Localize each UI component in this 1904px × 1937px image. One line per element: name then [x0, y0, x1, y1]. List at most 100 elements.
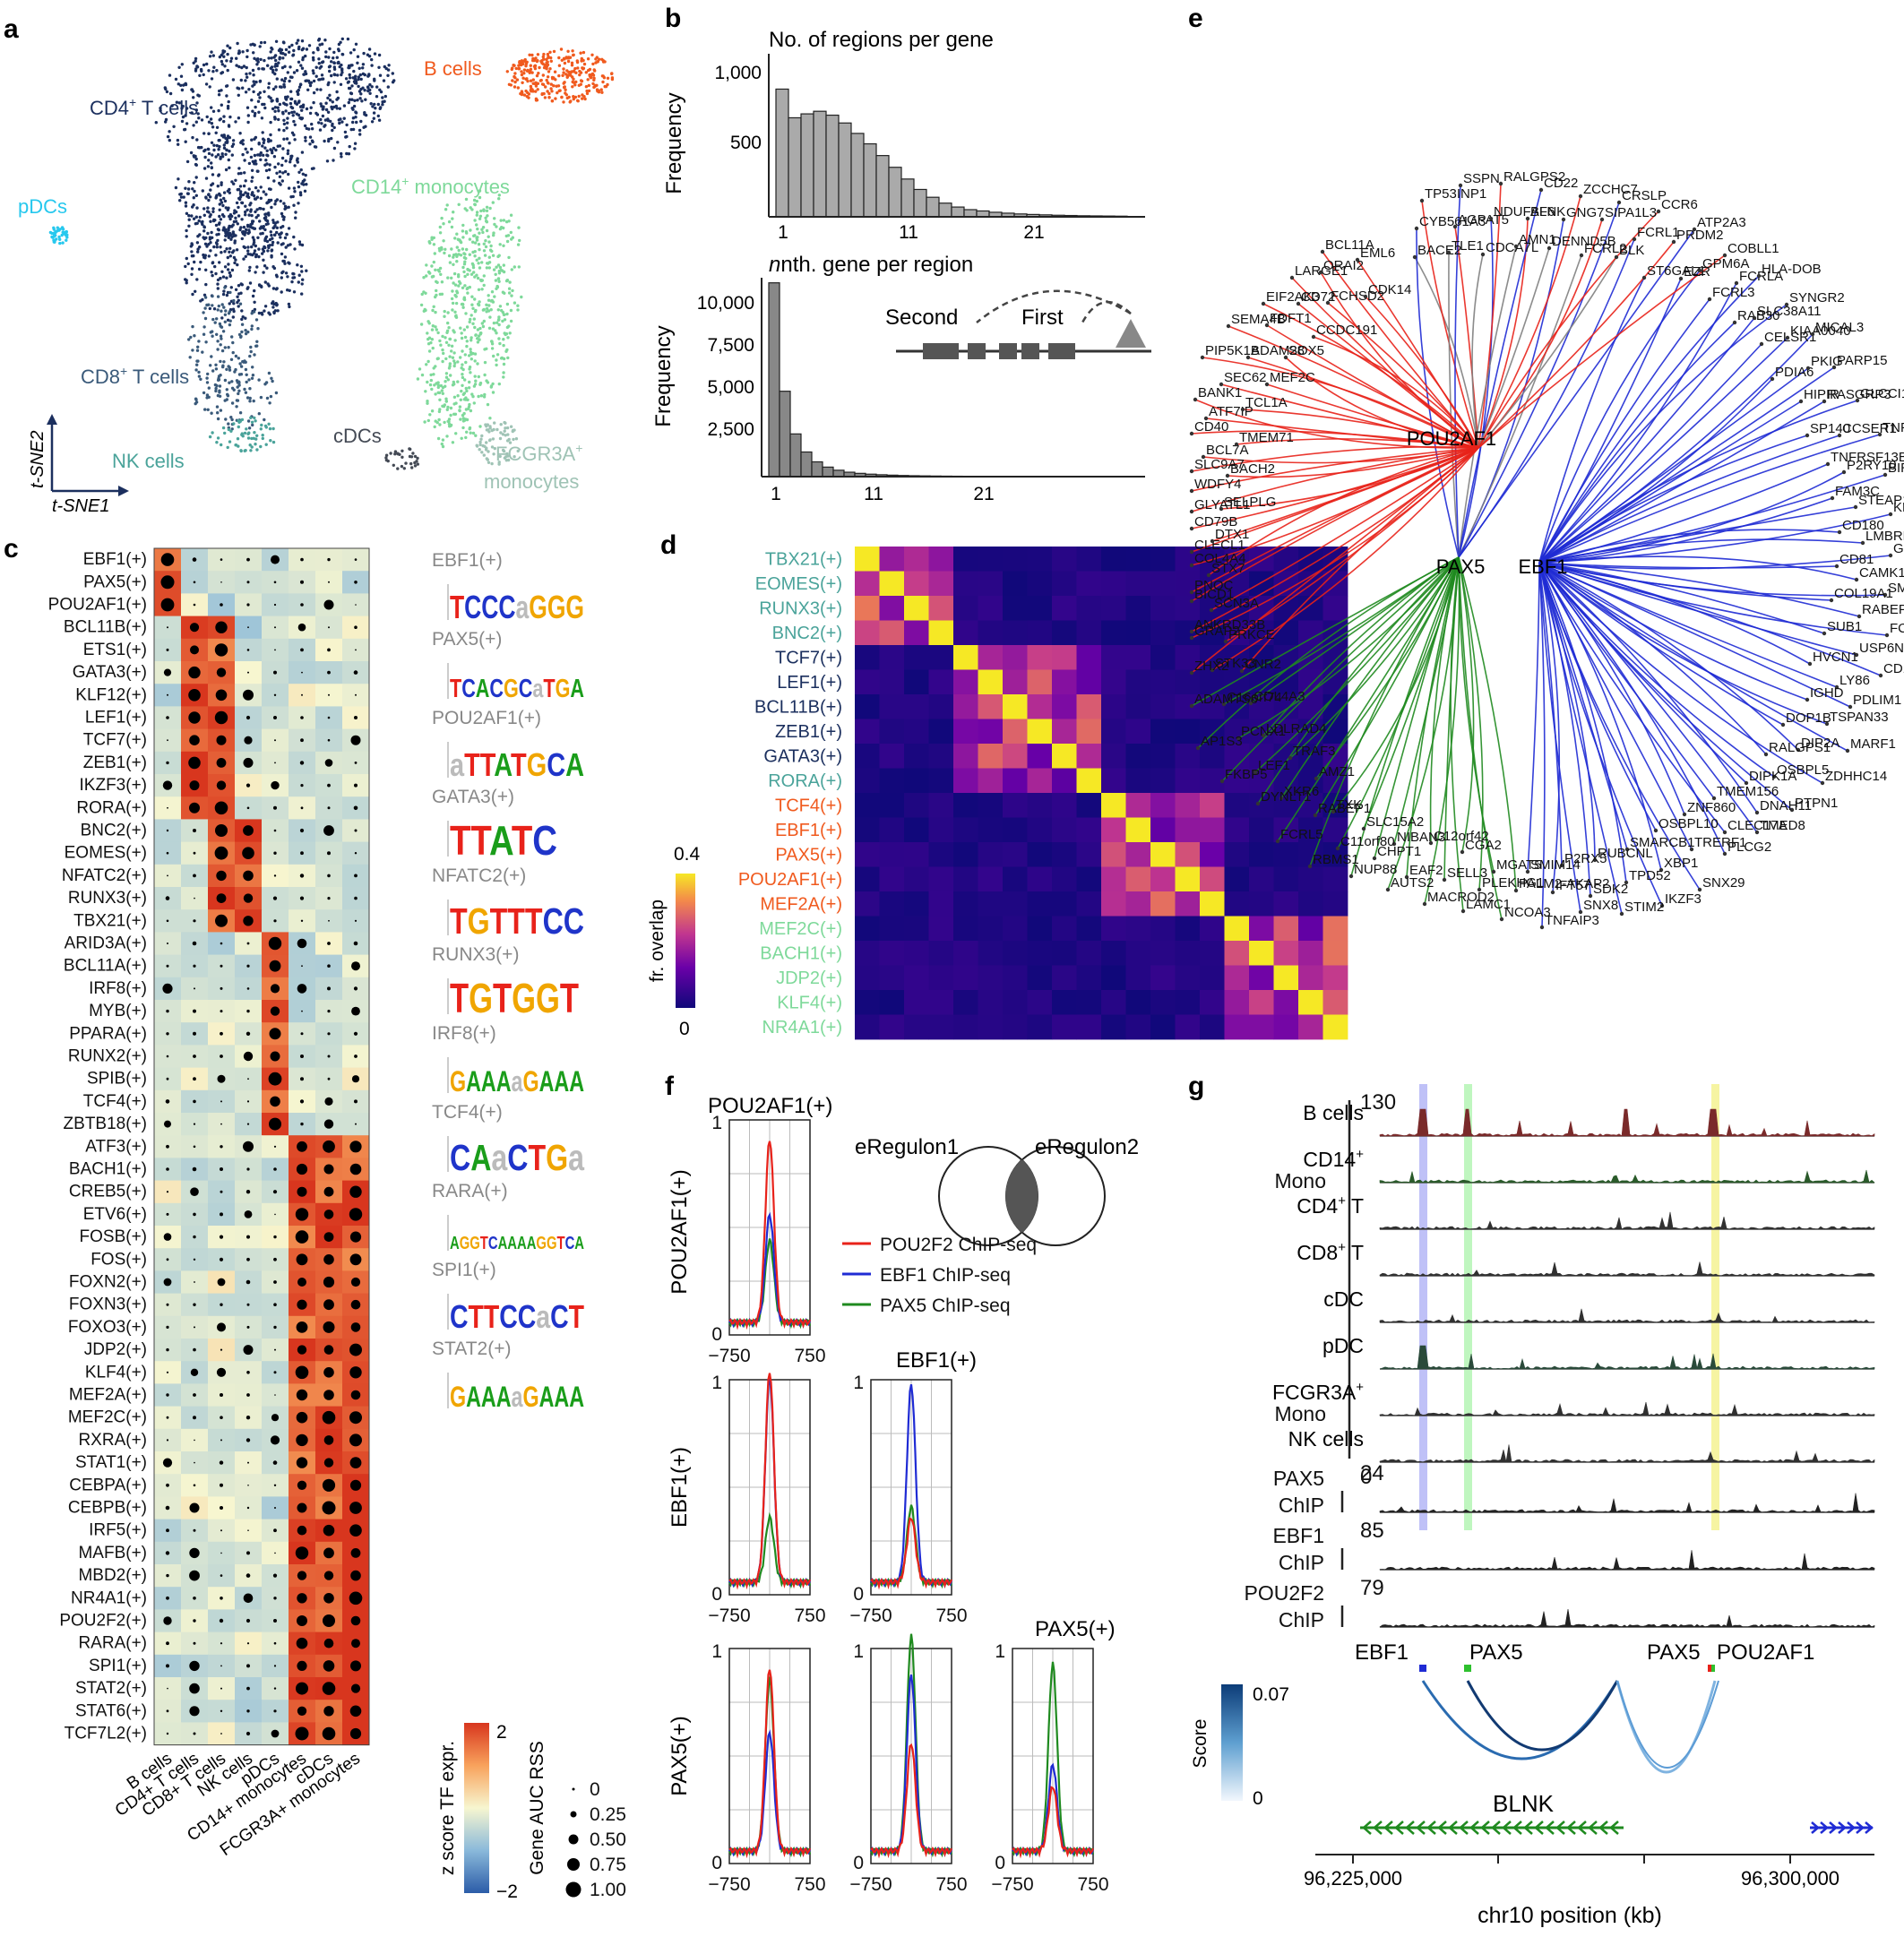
tsne-cell-dot — [430, 264, 433, 267]
overlap-cell — [1298, 596, 1323, 621]
tf-rss-dot — [274, 1553, 276, 1554]
tf-row-label: RUNX3(+) — [68, 889, 147, 908]
tsne-cell-dot — [499, 305, 502, 307]
tsne-cell-dot — [417, 377, 419, 380]
overlap-cell — [880, 818, 905, 843]
tsne-cell-dot — [297, 47, 300, 50]
overlap-cell — [1176, 1015, 1201, 1040]
tsne-cell-dot — [469, 254, 471, 256]
tsne-cell-dot — [200, 68, 202, 71]
tsne-cell-dot — [255, 448, 258, 451]
overlap-cell — [1298, 941, 1323, 966]
network-node — [1190, 564, 1193, 567]
tf-rss-dot — [323, 1367, 334, 1378]
tsne-cell-dot — [338, 122, 340, 125]
tsne-cell-dot — [274, 59, 277, 62]
network-node — [1770, 377, 1774, 381]
tsne-cell-dot — [534, 65, 537, 67]
tf-rss-dot — [273, 1326, 276, 1329]
tsne-cell-dot — [456, 360, 459, 363]
tsne-cell-dot — [284, 109, 287, 112]
track-label-main: NK cells — [1288, 1427, 1364, 1451]
tsne-cell-dot — [235, 211, 237, 213]
tf-rss-dot — [220, 1100, 222, 1102]
network-edge — [1539, 401, 1824, 563]
tsne-cell-dot — [541, 92, 544, 95]
tsne-cell-dot — [292, 236, 295, 238]
tsne-cell-dot — [590, 76, 592, 79]
tsne-cell-dot — [180, 75, 183, 78]
tsne-cell-dot — [502, 245, 504, 247]
tsne-cell-dot — [478, 218, 481, 220]
tsne-cell-dot — [465, 387, 468, 390]
tf-rss-dot — [355, 1123, 357, 1125]
tsne-cell-dot — [209, 307, 211, 310]
overlap-cell — [1249, 867, 1274, 892]
tsne-cell-dot — [223, 286, 226, 288]
motif-letter: a — [516, 589, 530, 625]
tsne-cell-dot — [448, 355, 451, 357]
overlap-cell — [1077, 645, 1102, 670]
network-node — [1262, 302, 1265, 306]
tsne-cell-dot — [465, 390, 468, 392]
tsne-cell-dot — [510, 309, 513, 312]
tsne-cell-dot — [424, 308, 426, 311]
tsne-cell-dot — [503, 271, 505, 273]
network-node — [1642, 276, 1646, 280]
tsne-cell-dot — [217, 109, 220, 112]
tsne-cell-dot — [207, 148, 210, 151]
tsne-cell-dot — [274, 106, 277, 108]
tsne-cell-dot — [211, 295, 213, 297]
tsne-cell-dot — [230, 380, 233, 383]
network-gene-label: PARP15 — [1837, 353, 1887, 368]
overlap-cell — [1003, 596, 1028, 621]
network-gene-label: BLK — [1619, 243, 1644, 258]
tf-rss-dot — [215, 824, 228, 837]
tsne-cell-dot — [431, 309, 434, 312]
tsne-cell-dot — [233, 370, 236, 373]
tsne-cell-dot — [232, 351, 235, 354]
tf-row-label: TBX21(+) — [73, 911, 147, 930]
network-node — [1190, 469, 1193, 473]
tsne-cell-dot — [458, 409, 461, 412]
tsne-cell-dot — [473, 401, 476, 404]
track-label: CD8+ T — [1297, 1240, 1364, 1264]
tsne-cell-dot — [217, 436, 220, 439]
tsne-cell-dot — [456, 394, 459, 397]
tsne-cell-dot — [300, 109, 303, 112]
tf-rss-dot — [220, 1710, 222, 1712]
tsne-cell-dot — [485, 441, 487, 443]
overlap-cell — [1101, 891, 1126, 917]
tf-rss-dot — [349, 1344, 362, 1356]
tf-rss-dot — [246, 1619, 250, 1623]
tf-row-label: KLF4(+) — [85, 1363, 147, 1382]
network-node — [1723, 852, 1727, 856]
tsne-cell-dot — [167, 135, 169, 138]
tsne-cell-dot — [271, 248, 273, 251]
tsne-cell-dot — [367, 73, 370, 75]
tf-rss-dot — [247, 1123, 249, 1125]
motif-mark-ebf1 — [1419, 1665, 1426, 1672]
network-gene-label: AMZ1 — [1319, 764, 1355, 779]
tsne-cell-dot — [224, 346, 227, 349]
tf-rss-dot — [167, 830, 168, 831]
track-label-sup: + — [1338, 1240, 1346, 1255]
overlap-cell — [1101, 769, 1126, 794]
track-label-main: FCGR3A — [1272, 1381, 1357, 1404]
tsne-cell-dot — [320, 65, 323, 68]
tsne-cell-dot — [247, 228, 250, 231]
overlap-cell — [1274, 990, 1299, 1015]
tsne-cell-dot — [531, 57, 534, 60]
motif-letter: T — [450, 817, 470, 864]
tsne-cell-dot — [439, 293, 442, 296]
tsne-cell-dot — [477, 277, 479, 280]
tsne-cell-dot — [409, 462, 412, 465]
tsne-cell-dot — [61, 234, 64, 237]
tf-rss-dot — [350, 1706, 362, 1717]
tsne-cell-dot — [297, 92, 299, 95]
tsne-cell-dot — [283, 123, 286, 125]
tf-rss-dot — [246, 1664, 250, 1667]
overlap-cell — [1003, 621, 1028, 646]
tf-rss-dot — [217, 1322, 226, 1331]
tsne-cell-dot — [249, 346, 252, 349]
